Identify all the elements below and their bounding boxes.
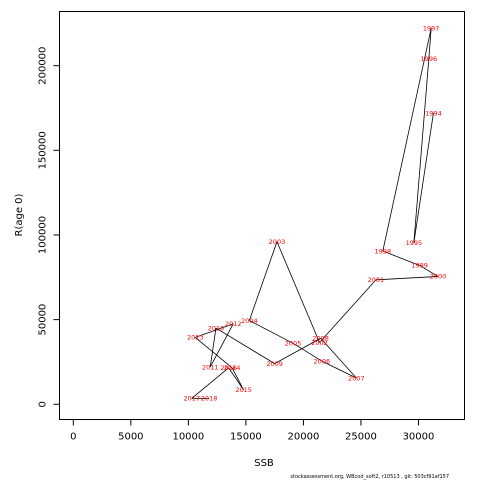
series-segment: [274, 337, 321, 364]
point-label-2011: 2011: [202, 363, 219, 371]
series-segment: [209, 323, 234, 368]
point-label-2015: 2015: [235, 386, 252, 394]
point-label-2002: 2002: [311, 339, 328, 347]
y-tick-label: 200000: [38, 47, 49, 85]
series-segment: [276, 241, 320, 343]
point-label-2000: 2000: [430, 273, 447, 281]
point-label-2006: 2006: [314, 357, 331, 365]
series-segment: [191, 367, 229, 399]
x-tick-label: 5000: [118, 432, 143, 443]
point-label-1995: 1995: [406, 239, 423, 247]
point-label-1994: 1994: [425, 109, 442, 117]
point-label-2007: 2007: [348, 374, 365, 382]
point-label-2001: 2001: [368, 276, 385, 284]
y-axis: 0 50000 100000 150000 200000: [38, 47, 60, 407]
y-axis-title: R(age 0): [14, 193, 25, 236]
series-segment: [382, 250, 420, 266]
y-tick-label: 150000: [38, 131, 49, 169]
point-label-2014: 2014: [224, 364, 241, 372]
series-segment: [195, 337, 233, 369]
series-segment: [382, 28, 432, 252]
series-segment: [292, 342, 323, 362]
point-label-1997: 1997: [423, 25, 440, 33]
x-tick-label: 25000: [345, 432, 377, 443]
series-segment: [248, 241, 278, 321]
point-label-2005: 2005: [285, 340, 302, 348]
point-label-2016: 2016: [220, 364, 237, 372]
point-label-1996: 1996: [421, 55, 438, 63]
series-segment: [428, 28, 432, 59]
point-label-2018: 2018: [201, 395, 218, 403]
x-tick-label: 10000: [172, 432, 204, 443]
y-tick-label: 100000: [38, 216, 49, 254]
series-segment: [215, 327, 275, 364]
x-tick-label: 15000: [230, 432, 262, 443]
y-tick-label: 0: [38, 401, 49, 407]
series-segment: [231, 367, 244, 391]
point-label-2003: 2003: [269, 238, 286, 246]
point-label-2008: 2008: [312, 335, 329, 343]
series-segment: [228, 367, 244, 391]
series-segment: [413, 58, 430, 243]
series-segment: [320, 337, 357, 379]
series-segment: [319, 279, 377, 343]
y-tick-label: 50000: [38, 304, 49, 336]
series-segment: [249, 320, 294, 344]
x-axis: 0 5000 10000 15000 20000 25000 30000: [70, 419, 435, 443]
series-path: [191, 28, 439, 399]
point-label-1999: 1999: [411, 262, 428, 270]
series-segment: [375, 276, 439, 281]
footer-caption: stockassessment.org, WBcod_soft2, r10513…: [290, 474, 449, 480]
point-label-2012: 2012: [225, 320, 242, 328]
point-label-2004: 2004: [241, 317, 258, 325]
point-label-1998: 1998: [375, 247, 392, 255]
point-label-2010: 2010: [208, 324, 225, 332]
plot-frame: [59, 11, 465, 420]
series-segment: [321, 360, 357, 379]
point-label-2017: 2017: [184, 395, 201, 403]
x-axis-title: SSB: [254, 458, 274, 469]
point-label-2013: 2013: [187, 334, 204, 342]
series-segment: [413, 113, 434, 243]
x-tick-label: 30000: [403, 432, 435, 443]
x-tick-label: 20000: [288, 432, 320, 443]
point-label-2009: 2009: [266, 360, 283, 368]
series-segment: [209, 328, 217, 368]
series-segment: [419, 265, 439, 277]
series-segment: [195, 323, 234, 338]
x-tick-label: 0: [70, 432, 76, 443]
